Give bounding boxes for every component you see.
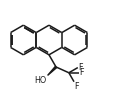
Text: F: F	[78, 63, 82, 72]
Polygon shape	[47, 66, 56, 75]
Text: HO: HO	[34, 76, 46, 85]
Text: F: F	[74, 82, 78, 91]
Text: F: F	[79, 68, 83, 77]
